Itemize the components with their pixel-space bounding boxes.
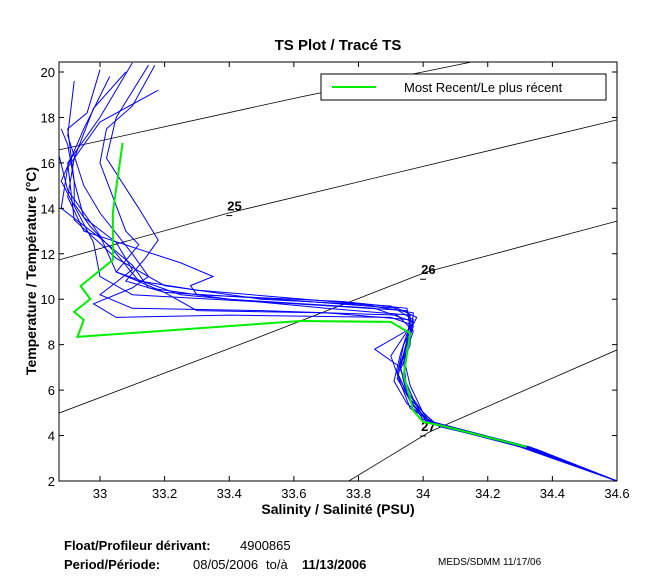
- y-tick-label: 14: [41, 201, 55, 216]
- y-tick-label: 20: [41, 65, 55, 80]
- chart-title: TS Plot / Tracé TS: [275, 37, 402, 54]
- x-axis-label: Salinity / Salinité (PSU): [261, 501, 414, 517]
- period-to: to/à: [266, 557, 288, 572]
- profile-line: [99, 64, 617, 481]
- y-tick-label: 8: [48, 338, 55, 353]
- axes: 33 33.2 33.4 33.6 33.8 34 34.2 34.4 34.6 2 4 6 8 10 12…: [41, 61, 630, 501]
- y-tick-label: 18: [41, 110, 55, 125]
- x-tick-label: 34.2: [475, 486, 500, 501]
- density-contour-line: [59, 220, 617, 414]
- y-tick-label: 12: [41, 247, 55, 262]
- x-tick-label: 33.6: [281, 486, 306, 501]
- y-tick-label: 10: [41, 292, 55, 307]
- credit-text: MEDS/SDMM 11/17/06: [438, 557, 542, 568]
- y-tick-label: 4: [48, 429, 55, 444]
- profiles: [59, 62, 617, 481]
- profile-line: [59, 153, 617, 481]
- profile-line: [60, 128, 617, 481]
- x-tick-label: 33: [93, 486, 107, 501]
- x-tick-label: 33.8: [346, 486, 371, 501]
- y-tick-label: 6: [48, 383, 55, 398]
- float-label: Float/Profileur dérivant:: [64, 538, 211, 553]
- legend-label-most-recent: Most Recent/Le plus récent: [404, 80, 563, 95]
- plot-frame: [58, 61, 618, 482]
- period-label: Period/Période:: [64, 557, 161, 572]
- profile-line: [60, 89, 617, 481]
- profile-line: [67, 71, 617, 481]
- float-id: 4900865: [240, 538, 291, 553]
- contour-label: 26: [421, 262, 435, 277]
- period-start: 08/05/2006: [193, 557, 259, 572]
- x-tick-label: 33.2: [152, 486, 177, 501]
- x-tick-label: 34.4: [540, 486, 565, 501]
- profile-line: [105, 64, 617, 481]
- density-contour-line: [59, 119, 617, 261]
- profile-line: [67, 62, 617, 481]
- period-end: 11/13/2006: [302, 557, 367, 572]
- profile-line: [67, 69, 617, 481]
- density-contour-line: [348, 349, 617, 481]
- x-tick-label: 33.4: [217, 486, 242, 501]
- contour-label: 25: [227, 199, 241, 214]
- x-tick-label: 34: [416, 486, 430, 501]
- y-tick-label: 16: [41, 156, 55, 171]
- profile-line: [67, 81, 617, 481]
- legend: Most Recent/Le plus récent: [320, 73, 607, 101]
- y-tick-label: 2: [48, 474, 55, 489]
- x-tick-label: 34.6: [604, 486, 629, 501]
- most-recent-profile-line: [72, 142, 527, 448]
- y-axis-label: Temperature / Température (°C): [23, 167, 39, 375]
